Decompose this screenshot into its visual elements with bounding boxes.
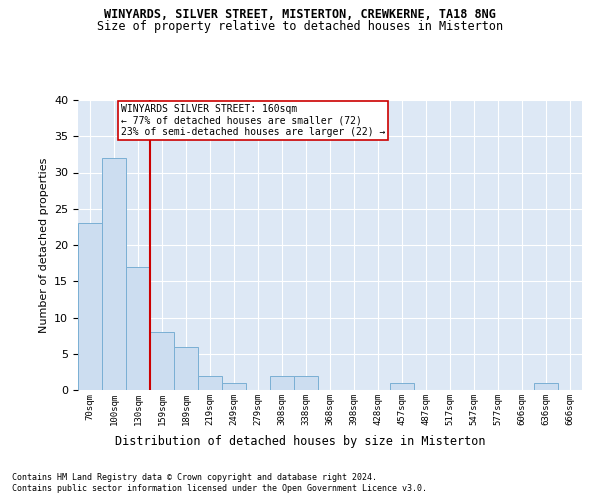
Bar bbox=[102, 158, 126, 390]
Bar bbox=[390, 383, 414, 390]
Y-axis label: Number of detached properties: Number of detached properties bbox=[38, 158, 49, 332]
Text: Contains HM Land Registry data © Crown copyright and database right 2024.: Contains HM Land Registry data © Crown c… bbox=[12, 472, 377, 482]
Text: Size of property relative to detached houses in Misterton: Size of property relative to detached ho… bbox=[97, 20, 503, 33]
Bar bbox=[534, 383, 558, 390]
Bar bbox=[126, 267, 150, 390]
Bar bbox=[150, 332, 174, 390]
Text: WINYARDS, SILVER STREET, MISTERTON, CREWKERNE, TA18 8NG: WINYARDS, SILVER STREET, MISTERTON, CREW… bbox=[104, 8, 496, 20]
Bar bbox=[294, 376, 318, 390]
Text: Contains public sector information licensed under the Open Government Licence v3: Contains public sector information licen… bbox=[12, 484, 427, 493]
Bar bbox=[78, 223, 102, 390]
Bar bbox=[174, 346, 198, 390]
Text: WINYARDS SILVER STREET: 160sqm
← 77% of detached houses are smaller (72)
23% of : WINYARDS SILVER STREET: 160sqm ← 77% of … bbox=[121, 104, 386, 137]
Bar bbox=[222, 383, 246, 390]
Bar bbox=[198, 376, 222, 390]
Text: Distribution of detached houses by size in Misterton: Distribution of detached houses by size … bbox=[115, 435, 485, 448]
Bar bbox=[270, 376, 294, 390]
